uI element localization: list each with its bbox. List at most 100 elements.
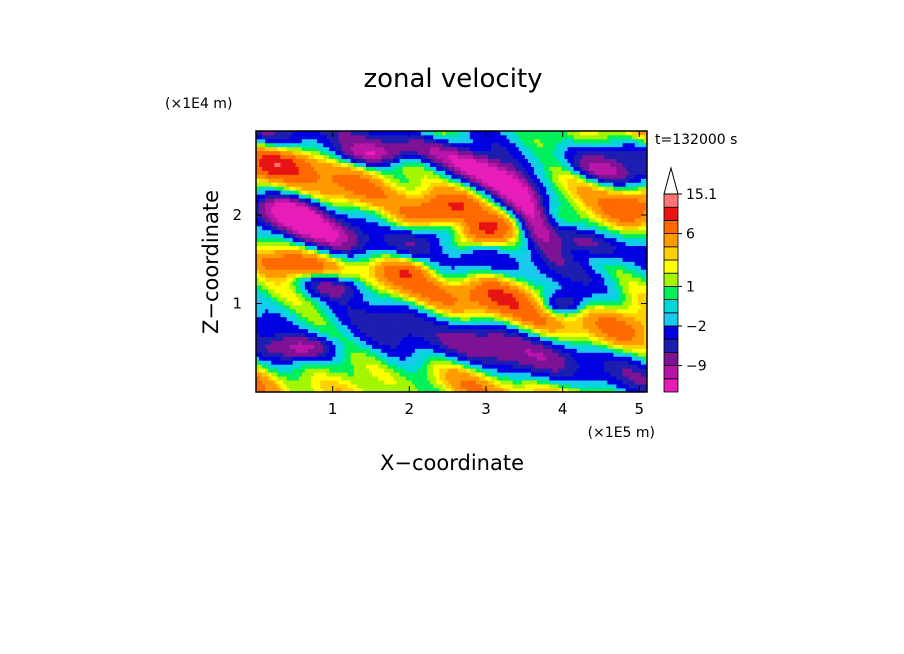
field-cell (298, 316, 303, 322)
field-cell (460, 308, 465, 314)
field-cell (567, 320, 571, 326)
field-cell (469, 324, 474, 330)
field-cell (335, 293, 339, 298)
field-cell (317, 332, 321, 337)
field-cell (332, 352, 336, 357)
field-cell (369, 372, 373, 377)
field-cell (329, 277, 333, 282)
field-cell (637, 289, 642, 294)
field-cell (372, 364, 376, 369)
field-cell (451, 324, 455, 330)
field-cell (524, 324, 529, 330)
field-cell (585, 376, 590, 381)
field-cell (524, 344, 529, 349)
field-cell (640, 324, 645, 330)
field-cell (304, 249, 309, 254)
field-cell (362, 281, 367, 286)
field-cell (485, 372, 489, 377)
field-cell (491, 332, 495, 337)
field-cell (310, 336, 315, 341)
field-cell (326, 269, 330, 274)
field-cell (310, 344, 315, 349)
field-cell (323, 368, 327, 373)
field-cell (286, 352, 290, 357)
field-cell (301, 348, 306, 353)
field-cell (546, 376, 550, 381)
field-cell (524, 328, 529, 334)
field-cell (396, 241, 400, 247)
field-cell (488, 320, 492, 326)
field-cell (515, 265, 520, 270)
field-cell (265, 368, 269, 373)
field-cell (384, 265, 388, 270)
field-cell (576, 281, 581, 286)
field-cell (472, 356, 477, 361)
field-cell (500, 269, 504, 274)
field-cell (350, 297, 355, 302)
field-cell (537, 237, 541, 243)
field-cell (631, 308, 636, 314)
field-cell (640, 332, 645, 337)
field-cell (298, 388, 303, 393)
velocity-field (256, 131, 648, 393)
field-cell (378, 336, 382, 341)
field-cell (604, 368, 608, 373)
field-cell (613, 340, 617, 345)
field-cell (411, 281, 416, 286)
field-cell (601, 324, 605, 330)
field-cell (533, 368, 538, 373)
field-cell (292, 312, 297, 318)
field-cell (478, 253, 483, 258)
field-cell (365, 249, 370, 254)
field-cell (381, 372, 385, 377)
field-cell (307, 372, 312, 377)
field-cell (292, 237, 297, 243)
field-cell (543, 328, 547, 334)
field-cell (338, 320, 342, 326)
field-cell (466, 360, 471, 365)
field-cell (610, 336, 614, 341)
field-cell (640, 336, 645, 341)
field-cell (347, 352, 352, 357)
field-cell (369, 308, 373, 314)
field-cell (411, 380, 416, 385)
field-cell (457, 285, 462, 290)
field-cell (631, 281, 636, 286)
field-cell (625, 289, 630, 294)
field-cell (451, 340, 455, 345)
field-cell (369, 249, 373, 254)
field-cell (601, 356, 605, 361)
field-cell (359, 265, 364, 270)
field-cell (332, 316, 336, 322)
field-cell (393, 336, 397, 341)
field-cell (552, 336, 556, 341)
field-cell (460, 305, 465, 310)
field-cell (640, 281, 645, 286)
field-cell (485, 273, 489, 278)
field-cell (411, 332, 416, 337)
field-cell (500, 328, 504, 334)
field-cell (396, 265, 400, 270)
field-cell (265, 388, 269, 393)
field-cell (610, 261, 614, 266)
field-cell (585, 360, 590, 365)
field-cell (518, 305, 523, 310)
field-cell (427, 305, 431, 310)
field-cell (372, 372, 376, 377)
field-cell (457, 376, 462, 381)
field-cell (610, 340, 614, 345)
field-cell (399, 364, 403, 369)
field-cell (585, 277, 590, 282)
field-cell (265, 301, 269, 306)
field-cell (323, 356, 327, 361)
field-cell (598, 388, 602, 393)
field-cell (262, 249, 266, 254)
field-cell (365, 352, 370, 357)
field-cell (454, 328, 458, 334)
field-cell (540, 340, 544, 345)
field-cell (573, 336, 578, 341)
field-cell (347, 344, 352, 349)
field-cell (433, 257, 437, 262)
field-cell (472, 297, 477, 302)
field-cell (515, 352, 520, 357)
